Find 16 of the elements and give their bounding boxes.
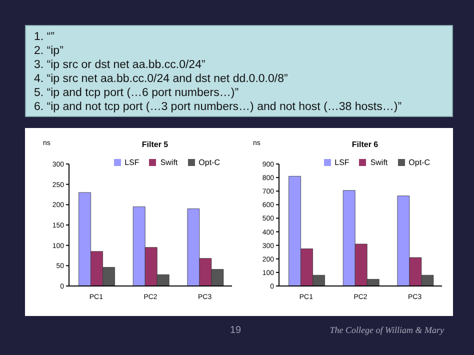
text: 1. “” <box>34 30 56 44</box>
text: 19 <box>230 325 242 336</box>
legend-label: Opt-C <box>408 158 430 167</box>
text: 3. “ip src or dst net aa.bb.cc.0/24” <box>34 58 206 72</box>
legend-label: Swift <box>160 158 178 167</box>
text: 6. “ip and not tcp port (…3 port numbers…) and not host (…38 hosts…)” <box>34 100 403 114</box>
text: 2. “ip” <box>34 44 64 58</box>
legend-label: Opt-C <box>198 158 220 167</box>
chart-title: Filter 5 <box>140 140 170 149</box>
chart-title: Filter 6 <box>350 140 380 149</box>
text: The College of William & Mary <box>330 325 444 335</box>
text: 5. “ip and tcp port (…6 port numbers…)” <box>34 86 240 100</box>
text: 4. “ip src net aa.bb.cc.0/24 and dst net dd.0.0.0/8” <box>34 72 289 86</box>
legend-label: LSF <box>124 158 140 167</box>
legend-label: Swift <box>370 158 388 167</box>
legend-label: LSF <box>334 158 350 167</box>
